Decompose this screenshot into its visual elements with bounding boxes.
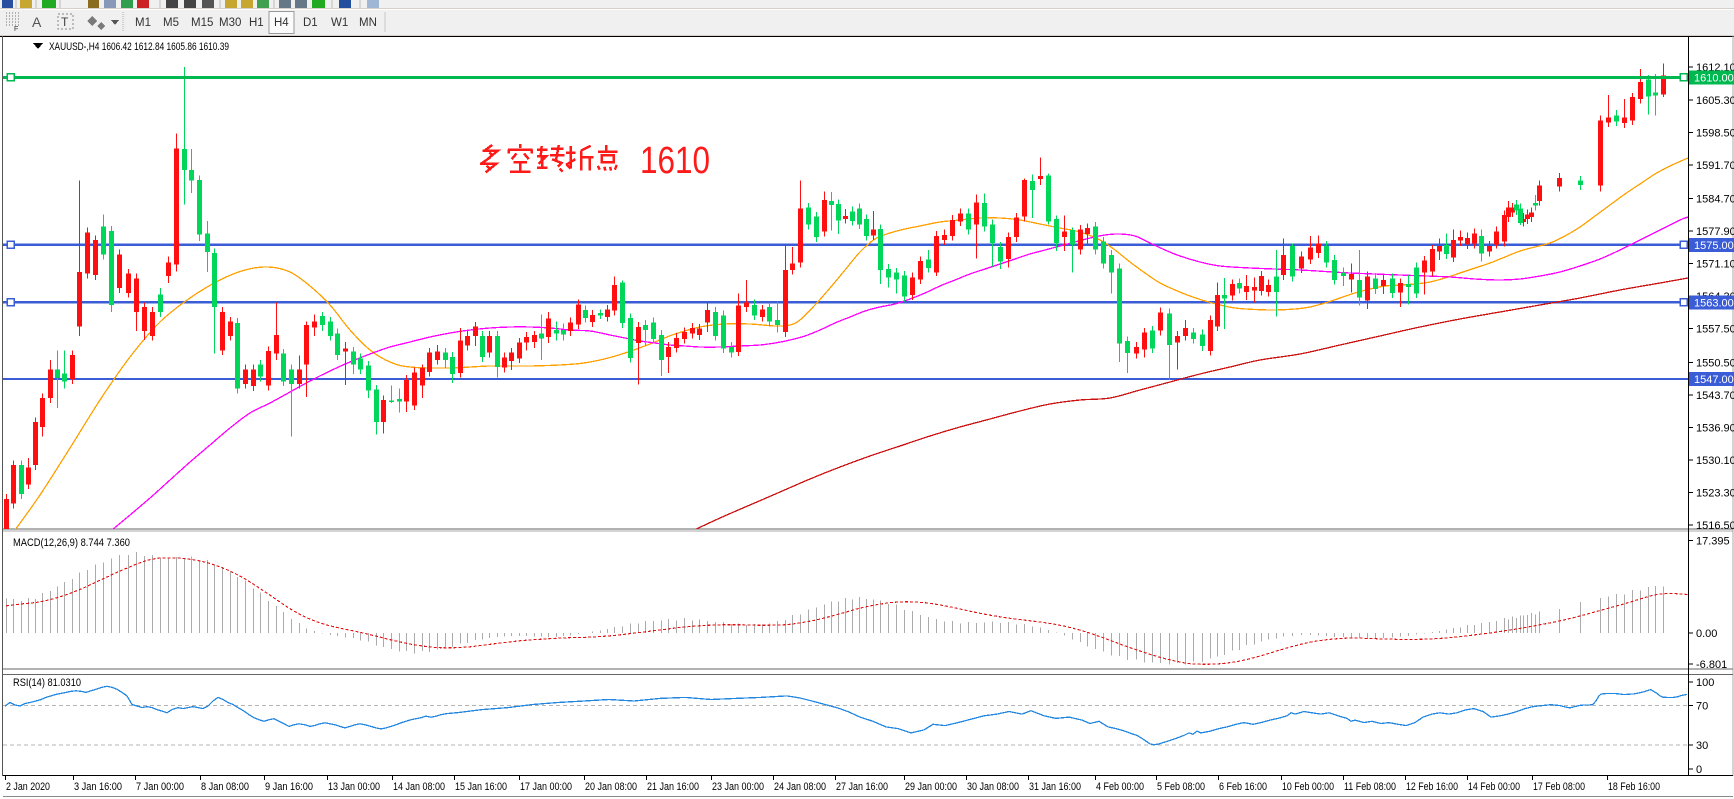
- svg-text:1577.90: 1577.90: [1696, 226, 1734, 238]
- svg-text:M15: M15: [191, 17, 213, 29]
- svg-text:8 Jan 08:00: 8 Jan 08:00: [201, 781, 249, 793]
- svg-text:1598.50: 1598.50: [1696, 127, 1734, 139]
- svg-text:1610.00: 1610.00: [1694, 72, 1734, 84]
- svg-text:D1: D1: [303, 17, 318, 29]
- svg-text:1523.30: 1523.30: [1696, 488, 1734, 500]
- svg-text:21 Jan 16:00: 21 Jan 16:00: [647, 781, 699, 793]
- svg-text:M30: M30: [219, 17, 241, 29]
- svg-text:1610: 1610: [640, 140, 710, 182]
- svg-text:RSI(14) 81.0310: RSI(14) 81.0310: [13, 677, 81, 689]
- svg-text:F: F: [14, 26, 18, 33]
- svg-text:14 Jan 08:00: 14 Jan 08:00: [393, 781, 445, 793]
- svg-text:W1: W1: [331, 17, 348, 29]
- svg-text:5 Feb 08:00: 5 Feb 08:00: [1157, 781, 1205, 793]
- svg-text:1575.00: 1575.00: [1694, 240, 1734, 252]
- svg-text:18 Feb 16:00: 18 Feb 16:00: [1608, 781, 1660, 793]
- svg-text:1530.10: 1530.10: [1696, 455, 1734, 467]
- svg-text:1547.00: 1547.00: [1694, 374, 1734, 386]
- svg-text:30: 30: [1696, 740, 1708, 752]
- svg-text:1563.00: 1563.00: [1694, 297, 1734, 309]
- svg-text:29 Jan 00:00: 29 Jan 00:00: [905, 781, 957, 793]
- svg-text:0.00: 0.00: [1696, 628, 1717, 640]
- svg-text:14 Feb 00:00: 14 Feb 00:00: [1468, 781, 1520, 793]
- svg-text:11 Feb 08:00: 11 Feb 08:00: [1344, 781, 1396, 793]
- svg-text:27 Jan 16:00: 27 Jan 16:00: [836, 781, 888, 793]
- svg-text:A: A: [32, 14, 42, 30]
- svg-text:-6.801: -6.801: [1696, 659, 1727, 671]
- svg-text:MACD(12,26,9) 8.744 7.360: MACD(12,26,9) 8.744 7.360: [13, 537, 130, 549]
- svg-text:1543.70: 1543.70: [1696, 390, 1734, 402]
- svg-text:M5: M5: [163, 17, 179, 29]
- svg-text:1536.90: 1536.90: [1696, 422, 1734, 434]
- svg-text:1584.70: 1584.70: [1696, 193, 1734, 205]
- svg-text:4 Feb 00:00: 4 Feb 00:00: [1096, 781, 1144, 793]
- svg-text:H4: H4: [274, 17, 289, 29]
- svg-text:1550.50: 1550.50: [1696, 357, 1734, 369]
- svg-text:H1: H1: [249, 17, 264, 29]
- svg-text:1516.50: 1516.50: [1696, 520, 1734, 532]
- svg-text:M1: M1: [135, 17, 151, 29]
- svg-text:12 Feb 16:00: 12 Feb 16:00: [1406, 781, 1458, 793]
- svg-text:20 Jan 08:00: 20 Jan 08:00: [585, 781, 637, 793]
- svg-text:15 Jan 16:00: 15 Jan 16:00: [455, 781, 507, 793]
- svg-text:30 Jan 08:00: 30 Jan 08:00: [967, 781, 1019, 793]
- svg-text:17.395: 17.395: [1696, 536, 1730, 548]
- svg-text:100: 100: [1696, 677, 1714, 689]
- svg-text:9 Jan 16:00: 9 Jan 16:00: [265, 781, 313, 793]
- svg-text:0: 0: [1696, 764, 1702, 776]
- svg-text:70: 70: [1696, 700, 1708, 712]
- svg-text:T: T: [61, 15, 69, 29]
- svg-text:XAUUSD-,H4 1606.42 1612.84 16: XAUUSD-,H4 1606.42 1612.84 1605.86 1610.…: [49, 41, 229, 53]
- svg-text:3 Jan 16:00: 3 Jan 16:00: [74, 781, 122, 793]
- svg-text:10 Feb 00:00: 10 Feb 00:00: [1282, 781, 1334, 793]
- svg-text:13 Jan 00:00: 13 Jan 00:00: [328, 781, 380, 793]
- svg-text:17 Feb 08:00: 17 Feb 08:00: [1533, 781, 1585, 793]
- svg-text:1571.10: 1571.10: [1696, 259, 1734, 271]
- svg-text:1605.30: 1605.30: [1696, 95, 1734, 107]
- svg-text:7 Jan 00:00: 7 Jan 00:00: [136, 781, 184, 793]
- svg-text:1591.70: 1591.70: [1696, 160, 1734, 172]
- svg-text:MN: MN: [359, 17, 377, 29]
- svg-text:17 Jan 00:00: 17 Jan 00:00: [520, 781, 572, 793]
- svg-text:24 Jan 08:00: 24 Jan 08:00: [774, 781, 826, 793]
- svg-text:23 Jan 00:00: 23 Jan 00:00: [712, 781, 764, 793]
- svg-text:2 Jan 2020: 2 Jan 2020: [6, 781, 50, 793]
- svg-text:31 Jan 16:00: 31 Jan 16:00: [1029, 781, 1081, 793]
- svg-text:6 Feb 16:00: 6 Feb 16:00: [1219, 781, 1267, 793]
- svg-text:1557.50: 1557.50: [1696, 324, 1734, 336]
